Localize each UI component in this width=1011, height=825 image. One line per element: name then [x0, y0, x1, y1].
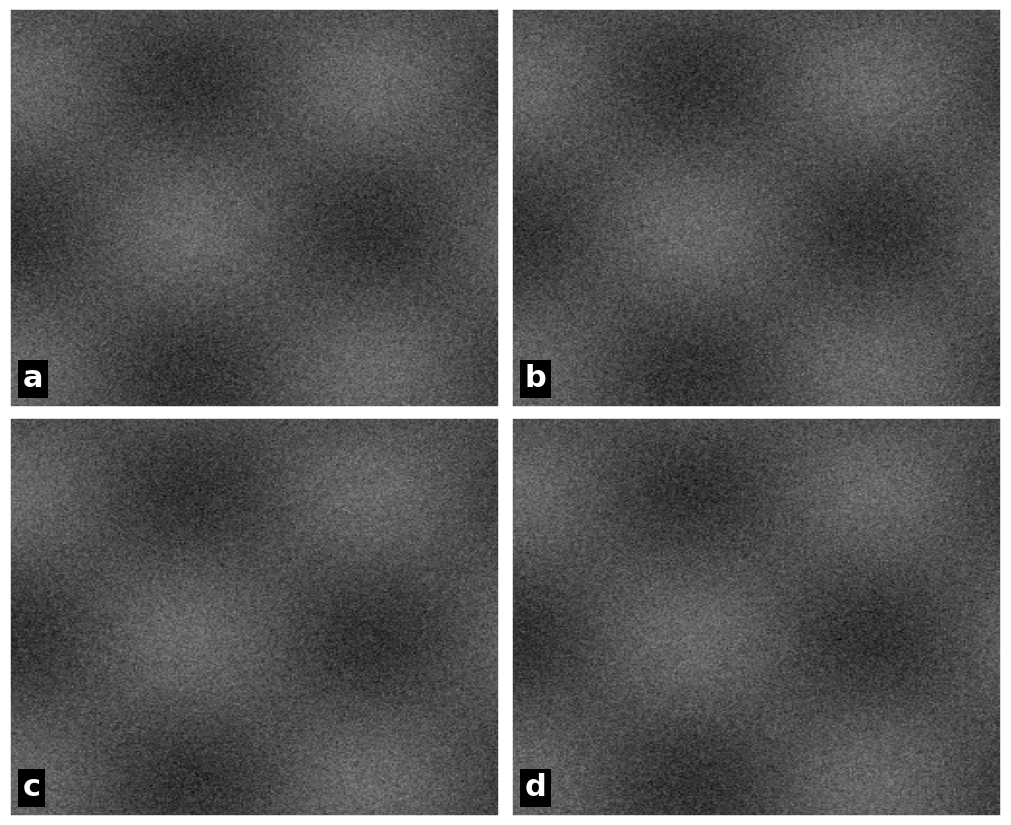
Text: d: d	[525, 773, 546, 802]
Text: c: c	[23, 773, 40, 802]
Text: a: a	[23, 364, 43, 393]
Text: b: b	[525, 364, 546, 393]
